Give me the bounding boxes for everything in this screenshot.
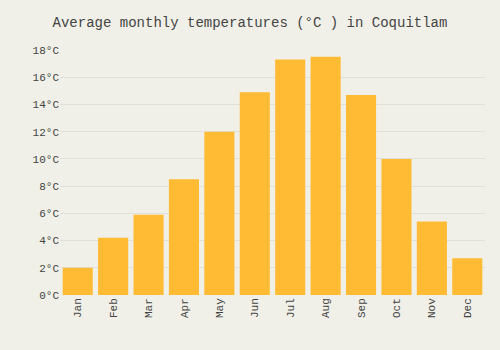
svg-text:Aug: Aug bbox=[320, 298, 332, 318]
svg-text:Dec: Dec bbox=[462, 298, 474, 318]
svg-text:0°C: 0°C bbox=[39, 290, 59, 302]
svg-text:8°C: 8°C bbox=[39, 181, 59, 193]
svg-text:Average monthly temperatures (: Average monthly temperatures (°C ) in Co… bbox=[53, 15, 448, 31]
svg-text:Sep: Sep bbox=[356, 298, 368, 318]
svg-text:Jan: Jan bbox=[72, 298, 84, 318]
svg-text:Jul: Jul bbox=[285, 298, 297, 318]
svg-text:Feb: Feb bbox=[108, 298, 120, 318]
svg-text:14°C: 14°C bbox=[33, 99, 60, 111]
svg-text:Oct: Oct bbox=[391, 298, 403, 318]
svg-text:2°C: 2°C bbox=[39, 263, 59, 275]
svg-text:Mar: Mar bbox=[143, 298, 155, 318]
svg-text:12°C: 12°C bbox=[33, 127, 60, 139]
svg-text:10°C: 10°C bbox=[33, 154, 60, 166]
svg-text:Jun: Jun bbox=[249, 298, 261, 318]
svg-text:18°C: 18°C bbox=[33, 45, 60, 57]
svg-text:Apr: Apr bbox=[179, 298, 191, 318]
svg-text:Nov: Nov bbox=[426, 298, 438, 318]
svg-text:May: May bbox=[214, 298, 226, 318]
svg-text:4°C: 4°C bbox=[39, 235, 59, 247]
svg-text:6°C: 6°C bbox=[39, 208, 59, 220]
svg-text:16°C: 16°C bbox=[33, 72, 60, 84]
